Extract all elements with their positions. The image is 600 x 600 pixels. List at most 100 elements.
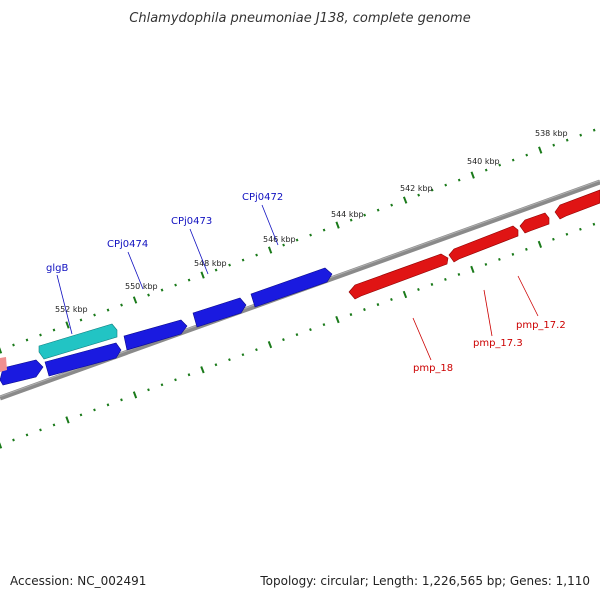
gene-label-CPj0472[interactable]: CPj0472 xyxy=(242,192,283,203)
scale-tick-minor xyxy=(390,298,393,301)
forward-strand-genes xyxy=(0,267,333,386)
gene-label-glgB[interactable]: glgB xyxy=(46,263,68,274)
gene-partial[interactable] xyxy=(0,357,7,372)
scale-tick-minor xyxy=(160,288,164,292)
gene-arrow-forward[interactable] xyxy=(250,267,333,308)
scale-track-upper xyxy=(0,128,596,354)
scale-tick-minor xyxy=(417,193,421,197)
scale-tick-minor xyxy=(214,363,218,367)
scale-tick-minor xyxy=(430,282,434,286)
scale-tick-minor xyxy=(525,153,529,157)
gene-label-pmp_17.2[interactable]: pmp_17.2 xyxy=(516,320,566,331)
scale-tick-minor xyxy=(309,328,312,332)
scale-label: 544 kbp xyxy=(331,210,364,219)
gene-pmp_17.3[interactable] xyxy=(448,225,519,263)
scale-tick-minor xyxy=(255,348,258,352)
scale-tick-minor xyxy=(25,338,29,342)
scale-tick-minor xyxy=(498,163,502,167)
scale-tick-minor xyxy=(39,428,42,432)
scale-tick-major xyxy=(470,171,475,179)
scale-tick-minor xyxy=(282,243,285,247)
scale-label: 542 kbp xyxy=(400,184,433,193)
scale-tick-minor xyxy=(12,438,15,442)
scale-tick-major xyxy=(402,290,408,299)
scale-tick-minor xyxy=(430,188,434,192)
gene-label-CPj0473[interactable]: CPj0473 xyxy=(171,216,212,227)
scale-tick-minor xyxy=(295,333,299,337)
scale-tick-minor xyxy=(525,247,528,251)
scale-tick-minor xyxy=(579,133,583,137)
scale-tick-major xyxy=(0,347,3,354)
scale-tick-major xyxy=(65,416,70,424)
leader-line xyxy=(127,251,144,290)
scale-tick-minor xyxy=(349,218,353,222)
scale-tick-major xyxy=(200,271,205,279)
leader-line xyxy=(189,228,209,275)
scale-tick-minor xyxy=(579,227,582,231)
gene-label-pmp_18[interactable]: pmp_18 xyxy=(413,363,453,374)
scale-tick-minor xyxy=(565,138,569,142)
scale-tick-minor xyxy=(444,183,448,187)
scale-tick-minor xyxy=(349,313,353,317)
gene-labels: glgB CPj0474 CPj0473 CPj0472 pmp_18 pmp_… xyxy=(46,192,566,374)
gene-arrow-reverse[interactable] xyxy=(554,189,600,220)
scale-tick-major xyxy=(132,296,138,304)
accession-text: Accession: NC_002491 xyxy=(10,574,146,588)
scale-tick-minor xyxy=(187,278,191,282)
gene-pmp_18[interactable] xyxy=(348,253,449,300)
scale-tick-minor xyxy=(552,237,555,241)
scale-tick-major xyxy=(402,196,408,204)
scale-tick-major xyxy=(538,146,543,154)
scale-tick-minor xyxy=(79,413,83,417)
gene-pmp_17.2[interactable] xyxy=(519,212,550,234)
scale-tick-minor xyxy=(120,303,123,307)
leader-line xyxy=(56,274,73,335)
scale-tick-minor xyxy=(511,252,515,256)
scale-tick-minor xyxy=(363,213,367,217)
gene-label-CPj0474[interactable]: CPj0474 xyxy=(107,239,148,250)
scale-label: 550 kbp xyxy=(125,282,158,291)
gene-arrow-forward[interactable] xyxy=(123,319,188,351)
scale-tick-minor xyxy=(417,288,420,291)
scale-tick-major xyxy=(335,315,340,324)
scale-tick-minor xyxy=(52,328,56,332)
scale-tick-minor xyxy=(511,158,515,162)
scale-tick-minor xyxy=(552,143,556,147)
leader-line xyxy=(261,204,279,246)
gene-label-pmp_17.3[interactable]: pmp_17.3 xyxy=(473,338,523,349)
scale-tick-minor xyxy=(106,403,110,407)
scale-tick-minor xyxy=(565,232,569,236)
scale-tick-major xyxy=(470,265,475,274)
scale-tick-major xyxy=(537,240,543,248)
scale-tick-major xyxy=(65,321,70,329)
scale-tick-minor xyxy=(498,257,501,261)
reverse-strand-genes xyxy=(348,189,600,300)
scale-label: 540 kbp xyxy=(467,157,500,166)
scale-tick-major xyxy=(132,391,138,399)
scale-tick-minor xyxy=(309,233,312,237)
leader-line xyxy=(412,317,432,361)
scale-tick-minor xyxy=(93,313,96,317)
scale-tick-minor xyxy=(174,378,177,382)
gene-glgB[interactable] xyxy=(38,323,118,360)
scale-tick-minor xyxy=(592,128,596,132)
scale-tick-minor xyxy=(282,338,285,342)
scale-tick-minor xyxy=(484,262,488,266)
scale-tick-minor xyxy=(457,272,461,276)
scale-tick-minor xyxy=(120,398,123,402)
gene-arrow-forward[interactable] xyxy=(192,297,247,328)
scale-tick-minor xyxy=(39,333,42,337)
scale-tick-minor xyxy=(592,222,596,226)
scale-tick-minor xyxy=(241,258,245,262)
scale-tick-minor xyxy=(25,433,29,437)
scale-tick-minor xyxy=(93,408,96,412)
gene-arrow-forward[interactable] xyxy=(44,342,122,377)
scale-tick-minor xyxy=(52,423,56,427)
map-title: Chlamydophila pneumoniae J138, complete … xyxy=(129,11,470,26)
scale-tick-minor xyxy=(390,203,394,207)
scale-tick-major xyxy=(335,221,340,229)
scale-tick-minor xyxy=(228,358,231,362)
scale-tick-major xyxy=(267,341,273,349)
